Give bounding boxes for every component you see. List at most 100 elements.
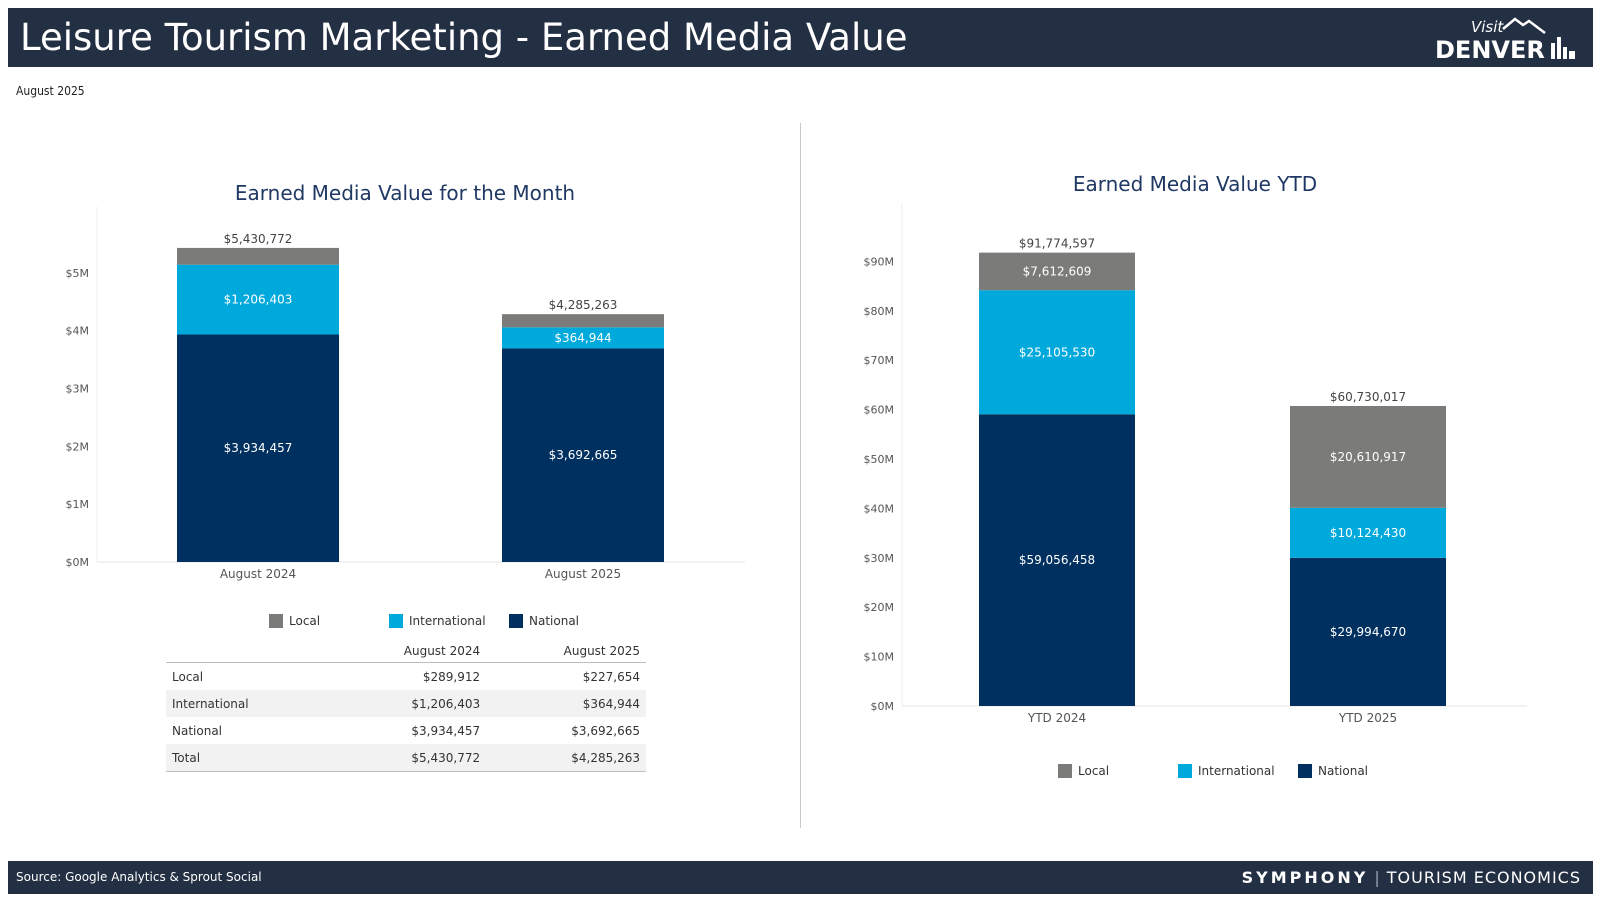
legend-local: Local — [269, 614, 389, 628]
x-tick-label: August 2025 — [545, 567, 621, 581]
table-header-blank — [166, 641, 327, 663]
page-header: Leisure Tourism Marketing - Earned Media… — [8, 8, 1593, 67]
table-header-aug-2025: August 2025 — [486, 641, 646, 663]
month-chart: $0M $1M $2M $3M $4M $5M $3,934,457 $1,206,403 $5… — [66, 207, 745, 581]
table-cell: $227,654 — [582, 670, 640, 684]
table-cell: Local — [172, 670, 204, 684]
bar-segment-international — [979, 290, 1135, 415]
y-tick-label: $70M — [864, 354, 895, 367]
data-label: $364,944 — [554, 331, 611, 345]
legend-label-local: Local — [1078, 764, 1110, 778]
y-tick-label: $90M — [864, 255, 895, 268]
y-tick-label: $10M — [864, 651, 895, 664]
legend-international: International — [389, 614, 509, 628]
y-tick-label: $20M — [864, 601, 895, 614]
mountain-icon — [1502, 17, 1546, 34]
bar-segment-local — [1290, 405, 1446, 508]
x-tick-label: August 2024 — [220, 567, 296, 581]
brand-tourism-economics: TOURISM ECONOMICS — [1386, 868, 1581, 887]
legend-label-local: Local — [289, 614, 321, 628]
y-tick-label: $80M — [864, 305, 895, 318]
bar-segment-local — [177, 247, 339, 265]
table-cell: $4,285,263 — [486, 744, 646, 772]
table-row: International $1,206,403 $364,944 — [166, 690, 646, 717]
y-tick-label: $4M — [66, 325, 90, 338]
table-cell: $289,912 — [422, 670, 481, 684]
month-data-table: August 2024 August 2025 Local $289,912 $… — [166, 641, 646, 772]
legend-label-national: National — [529, 614, 580, 628]
report-period: August 2025 — [16, 84, 85, 98]
table-row: Local $289,912 $227,654 — [166, 663, 646, 691]
data-label: $3,934,457 — [224, 441, 293, 455]
page-footer: Source: Google Analytics & Sprout Social… — [8, 861, 1593, 894]
table-cell: International — [166, 690, 327, 717]
brand-symphony: SYMPHONY — [1241, 868, 1369, 887]
data-label: $1,206,403 — [224, 293, 293, 307]
total-label: $60,730,017 — [1330, 390, 1406, 404]
legend-label-international: International — [409, 614, 486, 628]
data-label: $29,994,670 — [1330, 625, 1406, 639]
y-tick-label: $50M — [864, 453, 895, 466]
bar-segment-national — [979, 414, 1135, 706]
data-label: $7,612,609 — [1023, 264, 1092, 278]
total-label: $91,774,597 — [1019, 237, 1095, 251]
y-tick-label: $30M — [864, 552, 895, 565]
data-label: $25,105,530 — [1019, 345, 1095, 359]
month-chart-legend: Local International National — [269, 614, 579, 628]
ytd-chart-legend: Local International National — [1058, 764, 1368, 778]
legend-swatch-national — [509, 614, 523, 628]
y-tick-label: $2M — [66, 440, 90, 453]
bar-segment-national — [1290, 557, 1446, 706]
legend-label-international: International — [1198, 764, 1275, 778]
legend-national: National — [509, 614, 579, 628]
table-cell: $3,692,665 — [571, 724, 640, 738]
y-tick-label: $0M — [66, 556, 90, 569]
month-chart-title: Earned Media Value for the Month — [234, 181, 576, 205]
panel-divider — [800, 123, 801, 828]
bar-segment-international — [177, 264, 339, 335]
data-label: $59,056,458 — [1019, 553, 1095, 567]
legend-swatch-national — [1298, 764, 1312, 778]
table-cell: $3,934,457 — [411, 724, 481, 738]
table-row: Total $5,430,772 $4,285,263 — [166, 744, 646, 772]
data-label: $10,124,430 — [1330, 526, 1406, 540]
ytd-chart-title: Earned Media Value YTD — [1072, 172, 1318, 196]
bar-segment-international — [502, 327, 664, 349]
legend-swatch-international — [389, 614, 403, 628]
y-tick-label: $1M — [66, 498, 90, 511]
table-cell: $5,430,772 — [326, 744, 487, 772]
y-tick-label: $5M — [66, 267, 90, 280]
source-note: Source: Google Analytics & Sprout Social — [16, 870, 262, 884]
y-tick-label: $40M — [864, 502, 895, 515]
total-label: $5,430,772 — [224, 232, 293, 246]
legend-swatch-local — [1058, 764, 1072, 778]
y-tick-label: $60M — [864, 404, 895, 417]
logo-denver-text: DENVER — [1435, 36, 1545, 63]
table-cell: $1,206,403 — [326, 690, 487, 717]
ytd-chart: $0M $10M $20M $30M $40M $50M $60M $70M $80M $90M $… — [864, 204, 1527, 725]
bar-segment-national — [502, 348, 664, 562]
table-cell: $364,944 — [486, 690, 646, 717]
legend-swatch-international — [1178, 764, 1192, 778]
bar-segment-local — [502, 314, 664, 328]
data-label: $3,692,665 — [549, 448, 618, 462]
symphony-logo: SYMPHONY | TOURISM ECONOMICS — [1241, 868, 1581, 887]
legend-swatch-local — [269, 614, 283, 628]
legend-local: Local — [1058, 764, 1178, 778]
logo-visit-text: Visit — [1471, 18, 1504, 36]
page-title: Leisure Tourism Marketing - Earned Media… — [20, 16, 908, 59]
legend-international: International — [1178, 764, 1298, 778]
table-header-row: August 2024 August 2025 — [166, 641, 646, 663]
legend-national: National — [1298, 764, 1368, 778]
bar-segment-national — [177, 334, 339, 562]
table-header-aug-2024: August 2024 — [326, 641, 487, 663]
y-tick-label: $0M — [871, 700, 895, 713]
x-tick-label: YTD 2025 — [1338, 711, 1397, 725]
total-label: $4,285,263 — [549, 298, 618, 312]
visit-denver-logo: Visit DENVER — [1435, 17, 1575, 63]
table-cell: Total — [166, 744, 327, 772]
table-cell: National — [172, 724, 223, 738]
bar-segment-local — [979, 252, 1135, 291]
data-label: $20,610,917 — [1330, 450, 1406, 464]
bar-segment-international — [1290, 507, 1446, 558]
